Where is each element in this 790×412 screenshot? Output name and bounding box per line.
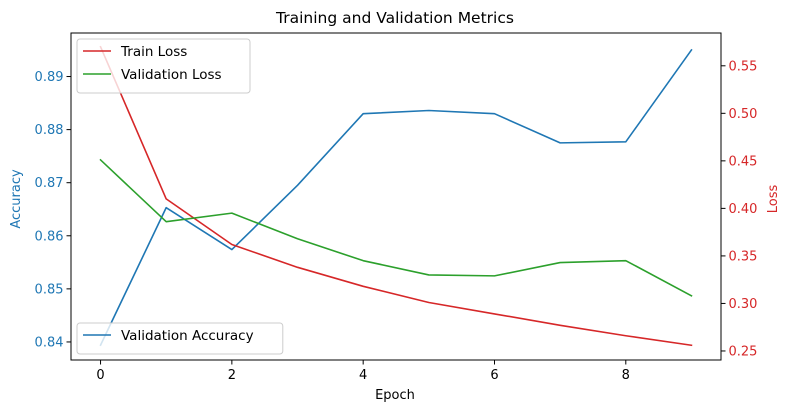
x-tick-label: 6 xyxy=(490,368,498,383)
chart-title: Training and Validation Metrics xyxy=(275,9,514,27)
y-right-axis-label: Loss xyxy=(766,185,781,214)
y-right-tick-label: 0.55 xyxy=(729,59,758,74)
legend-box xyxy=(76,38,251,94)
plot-frame xyxy=(70,32,722,361)
y-right-tick-label: 0.35 xyxy=(729,249,758,264)
plot-area: 0 2 4 6 8 0.84 0.85 0.86 0.87 0.88 0.89 0.25 0.30 0.3… xyxy=(35,32,758,383)
y-right-tick-label: 0.40 xyxy=(729,202,758,217)
series-line-validation-accuracy xyxy=(99,48,693,347)
legend-box xyxy=(76,322,284,355)
y-left-tick-label: 0.84 xyxy=(35,335,64,350)
y-right-tick-label: 0.45 xyxy=(729,154,758,169)
y-left-tick-label: 0.87 xyxy=(35,176,64,191)
legend-label-validation-accuracy: Validation Accuracy xyxy=(121,328,254,344)
legend-label-train-loss: Train Loss xyxy=(120,44,187,60)
y-left-tick-label: 0.89 xyxy=(35,70,64,85)
y-left-tick-label: 0.88 xyxy=(35,123,64,138)
legend-label-validation-loss: Validation Loss xyxy=(121,67,222,83)
x-tick-label: 8 xyxy=(622,368,630,383)
x-tick-label: 0 xyxy=(96,368,104,383)
y-right-tick-label: 0.25 xyxy=(729,344,758,359)
y-left-axis-label: Accuracy xyxy=(9,169,24,229)
x-axis-label: Epoch xyxy=(375,388,415,403)
y-right-tick-label: 0.30 xyxy=(729,297,758,312)
x-tick-label: 4 xyxy=(359,368,367,383)
x-tick-label: 2 xyxy=(228,368,236,383)
y-left-tick-label: 0.86 xyxy=(35,229,64,244)
series-line-train-loss xyxy=(99,45,693,347)
y-left-tick-label: 0.85 xyxy=(35,282,64,297)
y-right-tick-label: 0.50 xyxy=(729,107,758,122)
series-line-validation-loss xyxy=(99,158,693,297)
